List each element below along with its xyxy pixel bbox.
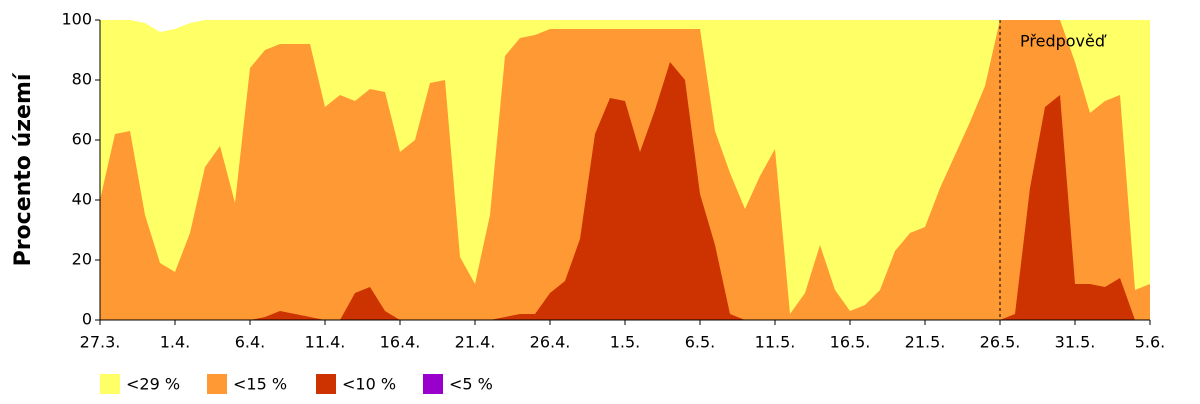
x-tick-label: 1.5.: [610, 333, 641, 352]
x-tick-label: 6.4.: [235, 333, 266, 352]
y-tick-label: 20: [72, 250, 92, 269]
y-tick-label: 0: [82, 310, 92, 329]
x-tick-label: 26.4.: [530, 333, 571, 352]
legend-item: <29 %: [100, 374, 180, 394]
x-tick-label: 6.5.: [685, 333, 716, 352]
x-tick-label: 31.5.: [1055, 333, 1096, 352]
x-tick-label: 11.4.: [305, 333, 346, 352]
x-tick-label: 26.5.: [980, 333, 1021, 352]
legend-label: <29 %: [126, 375, 180, 394]
area: [100, 62, 1150, 320]
y-axis-label: Procento území: [11, 72, 36, 266]
x-tick-label: 21.4.: [455, 333, 496, 352]
legend-item: <5 %: [423, 374, 493, 394]
legend-item: <15 %: [207, 374, 287, 394]
legend-swatch: [100, 374, 120, 394]
x-tick-label: 11.5.: [755, 333, 796, 352]
x-tick-label: 1.4.: [160, 333, 191, 352]
legend-swatch: [207, 374, 227, 394]
legend-swatch: [316, 374, 336, 394]
y-tick-label: 80: [72, 70, 92, 89]
x-tick-label: 21.5.: [905, 333, 946, 352]
legend-label: <15 %: [233, 375, 287, 394]
x-tick-label: 16.5.: [830, 333, 871, 352]
y-tick-label: 40: [72, 190, 92, 209]
y-tick-label: 100: [61, 10, 92, 29]
x-tick-label: 5.6.: [1135, 333, 1166, 352]
x-tick-label: 27.3.: [80, 333, 121, 352]
legend-label: <10 %: [342, 375, 396, 394]
x-tick-label: 16.4.: [380, 333, 421, 352]
annotation: Předpověď: [1020, 32, 1107, 51]
legend-item: <10 %: [316, 374, 396, 394]
legend-swatch: [423, 374, 443, 394]
y-tick-label: 60: [72, 130, 92, 149]
legend-label: <5 %: [449, 375, 493, 394]
